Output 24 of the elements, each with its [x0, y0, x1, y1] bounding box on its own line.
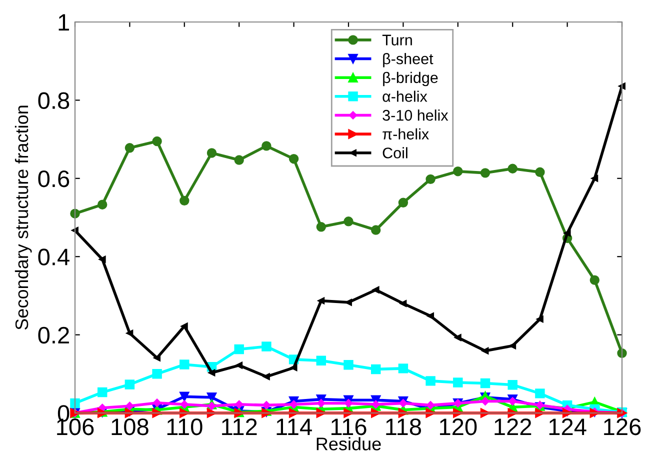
- y-tick-label: 0.8: [38, 92, 70, 109]
- x-tick-label: 116: [331, 418, 366, 436]
- y-axis-title: Secondary structure fraction: [14, 106, 32, 330]
- y-tick-label: 1: [58, 14, 69, 31]
- x-tick-label: 124: [549, 418, 586, 435]
- x-tick-label: 122: [494, 418, 532, 435]
- legend-label: β-sheet: [383, 53, 434, 68]
- x-tick-label: 126: [604, 418, 641, 436]
- y-tick-label: 0.6: [38, 170, 70, 188]
- x-tick-label: 108: [112, 418, 148, 436]
- y-tick-label: 0.4: [38, 248, 70, 266]
- legend-label: α-helix: [382, 90, 428, 102]
- x-tick-label: 110: [167, 418, 202, 436]
- y-tick-label: 0.2: [38, 326, 69, 344]
- legend-label: Coil: [382, 147, 408, 158]
- legend-label: 3-10 helix: [382, 110, 448, 121]
- legend-label: Turn: [382, 34, 412, 46]
- legend-label: β-bridge: [383, 72, 438, 86]
- x-tick-label: 114: [276, 418, 312, 435]
- x-tick-label: 120: [440, 418, 477, 436]
- x-axis-title: Residue: [316, 437, 381, 450]
- x-tick-label: 112: [222, 418, 257, 435]
- legend-label: π-helix: [382, 128, 429, 140]
- x-tick-label: 118: [386, 418, 421, 436]
